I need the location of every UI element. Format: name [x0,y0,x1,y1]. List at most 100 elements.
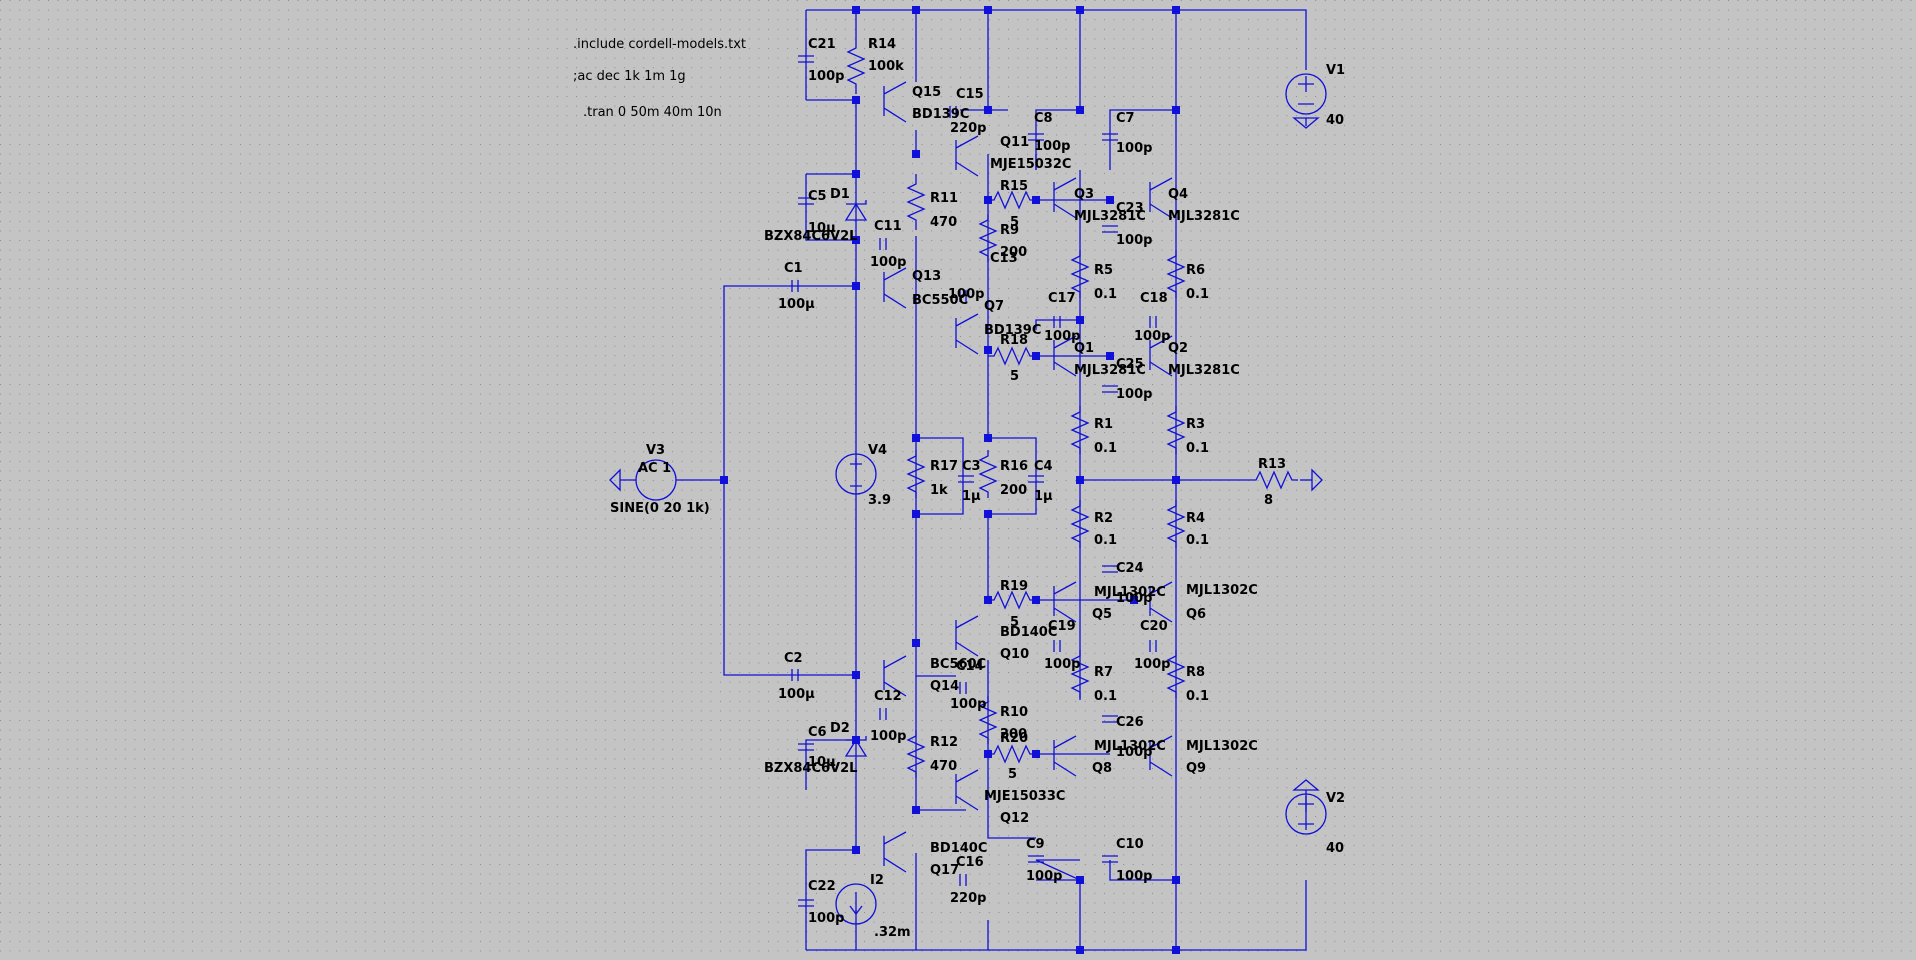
label-r14-value: 100k [868,59,904,74]
label-r19-ref: R19 [1000,579,1028,594]
label-q13-ref: Q13 [912,269,941,284]
resistor-r11[interactable] [906,174,926,230]
label-q12-ref: Q12 [1000,811,1029,826]
resistor-r3[interactable] [1166,406,1186,454]
capacitor-c10[interactable] [1102,855,1118,863]
label-q5-model: MJL1302C [1094,585,1166,600]
transistor-q4[interactable] [1149,177,1173,219]
transistor-q7[interactable] [955,313,979,355]
capacitor-c8[interactable] [1028,133,1044,141]
label-r14-ref: R14 [868,37,896,52]
capacitor-c2[interactable] [791,669,799,681]
current-source-i2[interactable] [835,883,877,925]
capacitor-c25[interactable] [1102,385,1118,393]
resistor-r7[interactable] [1070,650,1090,698]
spice-directives: .include cordell-models.txt ;ac dec 1k 1… [573,37,746,120]
transistor-q11[interactable] [955,135,979,177]
zener-d1[interactable] [844,200,868,221]
label-c19-ref: C19 [1048,619,1076,634]
directive-ac[interactable]: ;ac dec 1k 1m 1g [573,69,686,84]
label-c15-value: 220p [950,121,986,136]
label-q17-ref: Q17 [930,863,959,878]
resistor-r15[interactable] [988,190,1036,210]
transistor-q3[interactable] [1053,177,1077,219]
resistor-r20[interactable] [988,744,1036,764]
resistor-r10[interactable] [978,696,998,744]
voltage-source-v2[interactable] [1285,793,1327,835]
capacitor-c9[interactable] [1028,855,1044,863]
capacitor-c19[interactable] [1053,640,1061,652]
transistor-q1[interactable] [1053,335,1077,377]
label-c14-value: 100p [950,697,986,712]
capacitor-c15[interactable] [949,106,957,118]
capacitor-c17[interactable] [1053,316,1061,328]
label-c26-value: 100p [1116,745,1152,760]
resistor-r14[interactable] [846,40,866,94]
capacitor-c16[interactable] [959,874,967,886]
transistor-q6[interactable] [1149,581,1173,623]
resistor-r6[interactable] [1166,250,1186,298]
capacitor-c7[interactable] [1102,133,1118,141]
capacitor-c14[interactable] [959,682,967,694]
component-labels: V1 40 V2 40 V3 AC 1 SINE(0 20 1k) V4 3.9… [610,37,1345,940]
capacitor-c1[interactable] [791,280,799,292]
capacitor-c11[interactable] [879,238,887,250]
resistor-r19[interactable] [988,590,1036,610]
capacitor-c3[interactable] [958,475,974,483]
label-r9-value: 200 [1000,245,1027,260]
label-c13-ref: C13 [990,251,1018,266]
resistor-r16[interactable] [978,450,998,498]
resistor-r2[interactable] [1070,500,1090,548]
transistor-q5[interactable] [1053,581,1077,623]
label-q2-model: MJL3281C [1168,363,1240,378]
transistor-q15[interactable] [883,81,907,123]
capacitor-c18[interactable] [1149,316,1157,328]
directive-include[interactable]: .include cordell-models.txt [573,37,746,52]
resistor-r18[interactable] [988,346,1036,366]
transistor-q12[interactable] [955,769,979,811]
transistor-q14[interactable] [883,655,907,697]
capacitor-c4[interactable] [1028,475,1044,483]
resistor-r12[interactable] [906,730,926,778]
resistor-r1[interactable] [1070,406,1090,454]
label-r9-ref: R9 [1000,223,1019,238]
capacitor-c22[interactable] [798,899,814,907]
capacitor-c23[interactable] [1102,225,1118,233]
transistor-q13[interactable] [883,267,907,309]
voltage-source-v1[interactable] [1285,73,1327,115]
label-c24-ref: C24 [1116,561,1144,576]
label-c4-value: 1µ [1034,489,1053,504]
transistor-q2[interactable] [1149,335,1173,377]
transistor-q10[interactable] [955,615,979,657]
voltage-source-v4[interactable] [835,453,877,495]
label-c22-value: 100p [808,911,844,926]
capacitor-c5[interactable] [798,197,814,205]
label-c6-ref: C6 [808,725,827,740]
label-c11-value: 100p [870,255,906,270]
resistor-r5[interactable] [1070,250,1090,298]
transistor-q9[interactable] [1149,735,1173,777]
label-c5-value: 10µ [808,221,836,236]
label-r11-ref: R11 [930,191,958,206]
capacitor-c24[interactable] [1102,565,1118,573]
resistor-r17[interactable] [906,450,926,498]
transistor-q8[interactable] [1053,735,1077,777]
capacitor-c6[interactable] [798,743,814,751]
label-c10-ref: C10 [1116,837,1144,852]
resistor-r9[interactable] [978,214,998,262]
capacitor-c13[interactable] [959,290,967,302]
label-r13-ref: R13 [1258,457,1286,472]
label-r6-value: 0.1 [1186,287,1209,302]
capacitor-c20[interactable] [1149,640,1157,652]
directive-tran[interactable]: .tran 0 50m 40m 10n [583,105,722,120]
transistor-q17[interactable] [883,831,907,873]
resistor-r8[interactable] [1166,650,1186,698]
capacitor-c26[interactable] [1102,715,1118,723]
capacitor-c21[interactable] [798,55,814,63]
capacitor-c12[interactable] [879,708,887,720]
resistor-r4[interactable] [1166,500,1186,548]
label-c4-ref: C4 [1034,459,1053,474]
label-r5-value: 0.1 [1094,287,1117,302]
resistor-r13[interactable] [1250,470,1298,490]
